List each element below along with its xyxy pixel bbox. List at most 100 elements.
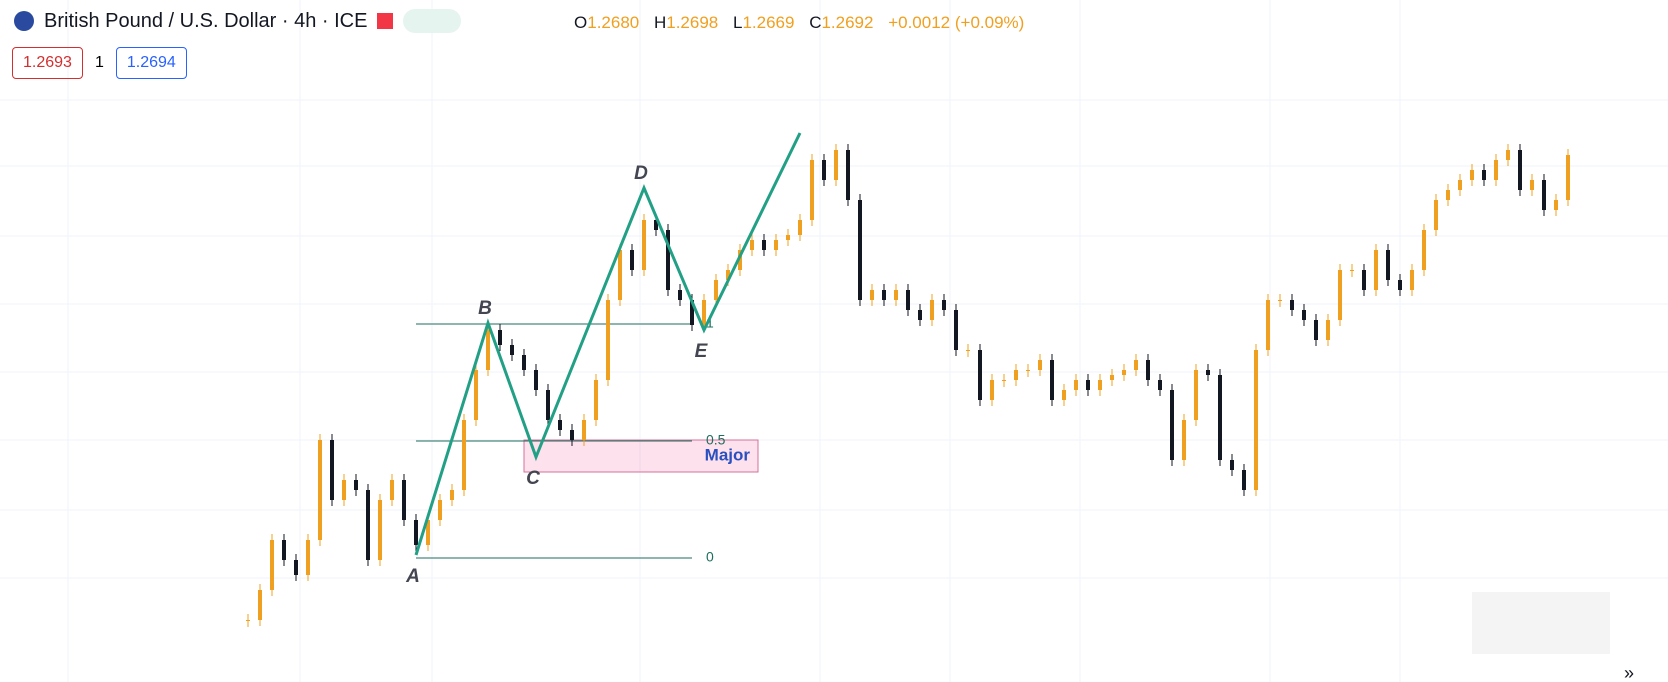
candle <box>1326 320 1330 340</box>
h-value: 1.2698 <box>666 13 719 32</box>
candle <box>642 220 646 270</box>
candle <box>894 290 898 300</box>
candle <box>1074 380 1078 390</box>
candle <box>1050 360 1054 400</box>
bid[interactable]: 1.2693 <box>12 47 83 79</box>
candle <box>522 355 526 370</box>
candle <box>1470 170 1474 180</box>
candle <box>1218 375 1222 460</box>
candle <box>1278 300 1282 301</box>
symbol-title: British Pound / U.S. Dollar · 4h · ICE <box>44 9 368 32</box>
point-label: B <box>478 298 492 319</box>
status-pill[interactable] <box>403 9 462 33</box>
candle <box>1398 280 1402 290</box>
candle <box>906 290 910 310</box>
candle <box>498 330 502 345</box>
candle <box>762 240 766 250</box>
candle <box>306 540 310 575</box>
quote: 1.2693 1 1.2694 <box>12 47 187 79</box>
candle <box>750 240 754 250</box>
candle <box>294 560 298 575</box>
candle <box>1062 390 1066 400</box>
candle <box>654 220 658 230</box>
candle <box>978 350 982 400</box>
candle <box>870 290 874 300</box>
candle <box>246 620 250 621</box>
change: +0.0012 (+0.09%) <box>888 13 1025 32</box>
candle <box>1206 370 1210 375</box>
candle <box>426 520 430 545</box>
candle <box>1134 360 1138 370</box>
candle <box>342 480 346 500</box>
zigzag <box>414 132 802 556</box>
candle <box>1434 200 1438 230</box>
candle <box>270 540 274 590</box>
candle <box>1338 270 1342 320</box>
candle <box>1170 390 1174 460</box>
candle <box>534 370 538 390</box>
fib-label: 0 <box>706 549 714 565</box>
flag-icon <box>14 11 34 31</box>
candle <box>1518 150 1522 190</box>
fib-label: 0.5 <box>706 432 726 448</box>
o-label: O <box>574 13 588 32</box>
candle <box>882 290 886 300</box>
candle <box>1038 360 1042 370</box>
candle <box>798 220 802 235</box>
candle <box>834 150 838 180</box>
ohlc: O1.2680 H1.2698 L1.2669 C1.2692 +0.0012 … <box>574 13 1034 33</box>
candle <box>942 300 946 310</box>
candle <box>1554 200 1558 210</box>
candle <box>606 300 610 380</box>
candle <box>1290 300 1294 310</box>
candle <box>738 250 742 270</box>
candle <box>714 280 718 300</box>
scroll-button[interactable]: » <box>1624 663 1634 682</box>
candle <box>846 150 850 200</box>
candle <box>1194 370 1198 420</box>
candle <box>1122 370 1126 375</box>
candle <box>774 240 778 250</box>
point-label: C <box>526 468 540 489</box>
flag-marker[interactable] <box>377 13 394 29</box>
candle <box>1158 380 1162 390</box>
candle <box>318 440 322 540</box>
candle <box>726 270 730 280</box>
candle <box>822 160 826 180</box>
candle <box>402 480 406 520</box>
candle <box>378 500 382 560</box>
candle <box>354 480 358 490</box>
candle <box>1110 375 1114 380</box>
candle <box>1182 420 1186 460</box>
candle <box>282 540 286 560</box>
candle <box>558 420 562 430</box>
candle <box>690 300 694 325</box>
candle <box>1362 270 1366 290</box>
candle <box>1314 320 1318 340</box>
candle <box>1302 310 1306 320</box>
candle <box>702 300 706 325</box>
candle <box>678 290 682 300</box>
zone <box>523 439 759 473</box>
candle <box>1086 380 1090 390</box>
candle <box>1566 155 1570 200</box>
spread: 1 <box>94 54 104 71</box>
candle <box>438 500 442 520</box>
candle <box>1446 190 1450 200</box>
candle <box>1242 470 1246 490</box>
candle <box>570 430 574 440</box>
candle <box>954 310 958 350</box>
candle <box>486 330 490 370</box>
candle <box>462 420 466 490</box>
candle <box>786 235 790 240</box>
candle <box>630 250 634 270</box>
candle <box>966 350 970 351</box>
candle <box>450 490 454 500</box>
candle <box>1026 370 1030 371</box>
ask[interactable]: 1.2694 <box>115 47 187 79</box>
candle <box>390 480 394 500</box>
candle <box>474 370 478 420</box>
